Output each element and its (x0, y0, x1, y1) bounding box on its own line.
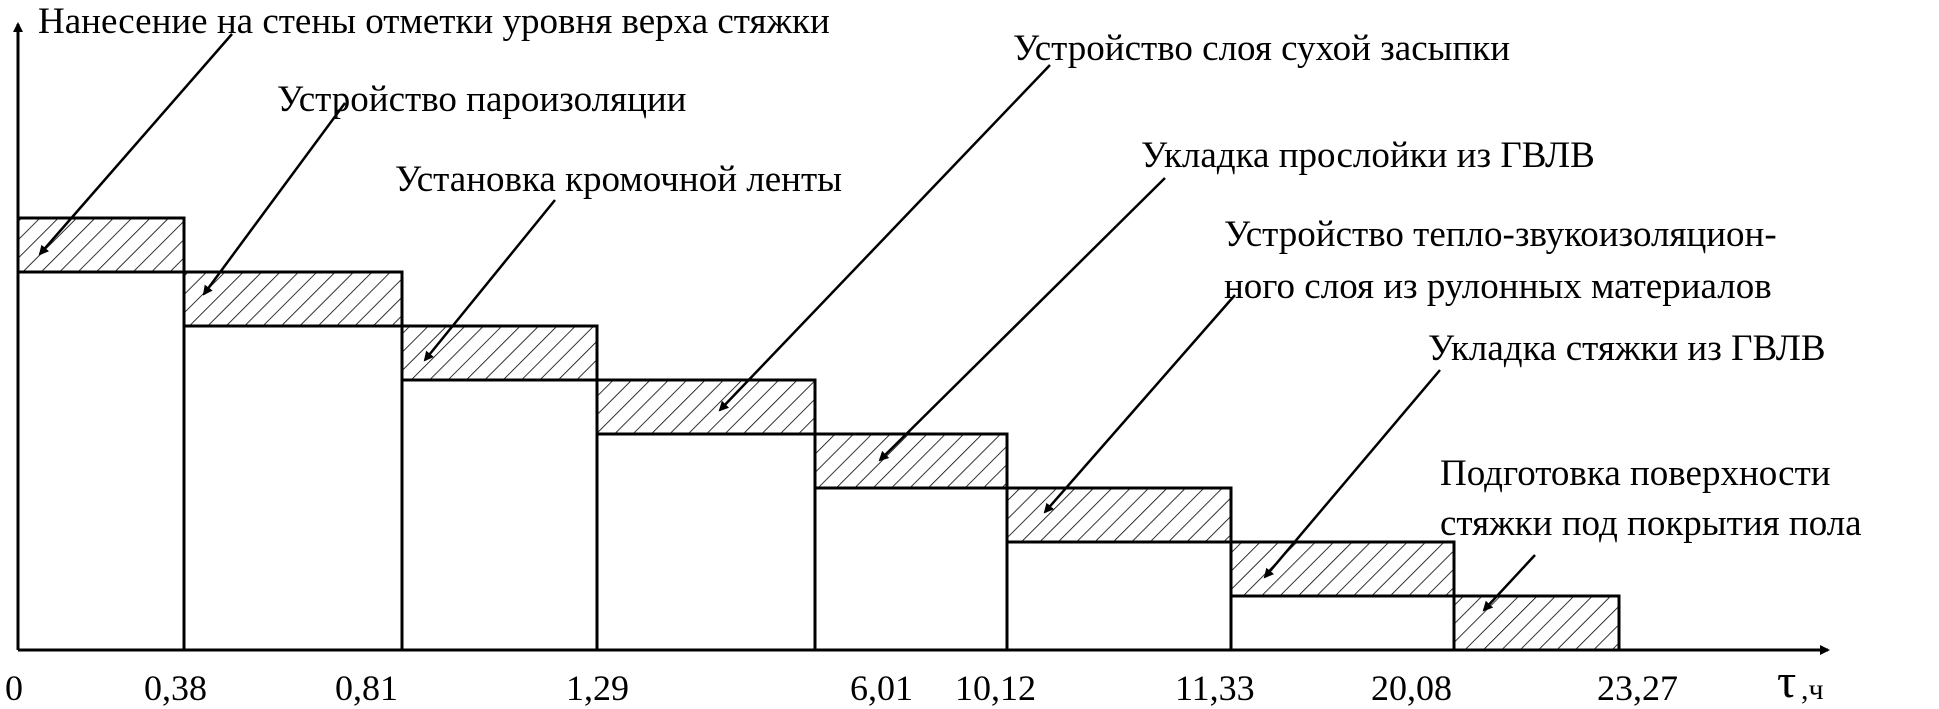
tick-label: 0,38 (144, 668, 207, 708)
step-bands (16, 216, 1621, 652)
leader-arrow-7 (1263, 369, 1441, 579)
leader-arrow-1 (38, 33, 233, 256)
tick-label: 10,12 (955, 668, 1036, 708)
leader-arrows (38, 33, 1536, 612)
tick-label: 23,27 (1597, 668, 1678, 708)
step-band-5 (813, 432, 1009, 490)
label-vapor-barrier: Устройство пароизоляции (277, 79, 686, 120)
label-insulation-line-1: Устройство тепло-звукоизоляцион- (1224, 214, 1777, 255)
label-edge-tape: Установка кромочной ленты (395, 159, 842, 200)
leader-arrow-5 (878, 177, 1166, 462)
tick-label: 1,29 (566, 668, 629, 708)
tick-label: 0,81 (335, 668, 398, 708)
step-band-2 (182, 270, 404, 328)
leader-arrow-2 (202, 102, 347, 296)
label-insulation-line-2: ного слоя из рулонных материалов (1224, 266, 1772, 307)
leader-arrow-4 (718, 64, 1051, 412)
label-gvlv-interlayer: Укладка прослойки из ГВЛВ (1141, 135, 1595, 176)
operation-labels: Нанесение на стены отметки уровня верха … (38, 1, 1862, 544)
step-band-7 (1229, 540, 1456, 598)
tick-label: 0 (5, 668, 23, 708)
label-gvlv-screed: Укладка стяжки из ГВЛВ (1428, 328, 1826, 369)
step-band-3 (400, 324, 599, 382)
leader-arrow-6 (1043, 294, 1236, 514)
leader-arrow-3 (423, 199, 556, 362)
time-axis-unit: ,ч (1801, 673, 1824, 706)
step-band-6 (1005, 486, 1233, 544)
step-band-8 (1452, 594, 1621, 652)
leader-arrow-8 (1482, 554, 1536, 612)
step-band-4 (595, 378, 817, 436)
x-axis-ticks: 0 0,38 0,81 1,29 6,01 10,12 11,33 20,08 … (5, 668, 1678, 708)
tick-label: 6,01 (850, 668, 913, 708)
tick-label: 11,33 (1175, 668, 1255, 708)
step-band-1 (16, 216, 186, 274)
time-axis-symbol: τ (1777, 655, 1796, 708)
label-surface-prep-line-1: Подготовка поверхности (1440, 453, 1831, 494)
label-wall-level-marking: Нанесение на стены отметки уровня верха … (38, 1, 830, 42)
label-surface-prep-line-2: стяжки под покрытия пола (1440, 503, 1862, 544)
tick-label: 20,08 (1371, 668, 1452, 708)
label-dry-fill: Устройство слоя сухой засыпки (1013, 28, 1510, 69)
step-dividers (182, 272, 1456, 650)
